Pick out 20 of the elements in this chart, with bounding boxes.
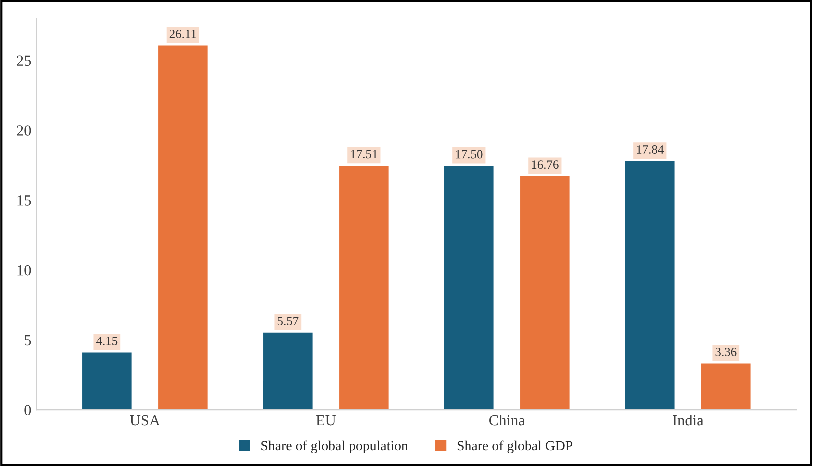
y-tick-label: 15 bbox=[18, 196, 32, 206]
y-tick-label: 0 bbox=[24, 405, 32, 416]
x-tick-label: EU bbox=[316, 416, 336, 426]
legend-label: Share of global population bbox=[262, 440, 408, 454]
x-tick-label: China bbox=[490, 414, 526, 426]
data-label: 17.50 bbox=[456, 150, 483, 159]
y-tick-label: 20 bbox=[17, 126, 32, 136]
legend-label: Share of global GDP bbox=[458, 440, 573, 454]
data-label: 16.76 bbox=[532, 160, 559, 170]
data-label: 17.51 bbox=[351, 150, 378, 159]
data-label: 26.11 bbox=[170, 30, 196, 38]
data-label: 17.84 bbox=[637, 146, 664, 154]
x-tick-label: USA bbox=[130, 415, 160, 426]
y-tick-label: 5 bbox=[24, 335, 32, 346]
data-label: 5.57 bbox=[278, 317, 299, 326]
data-label: 4.15 bbox=[96, 336, 118, 346]
y-tick-label: 10 bbox=[18, 265, 32, 276]
x-tick-label: India bbox=[673, 414, 704, 426]
data-label: 3.36 bbox=[716, 348, 737, 356]
y-tick-label: 25 bbox=[17, 56, 32, 66]
